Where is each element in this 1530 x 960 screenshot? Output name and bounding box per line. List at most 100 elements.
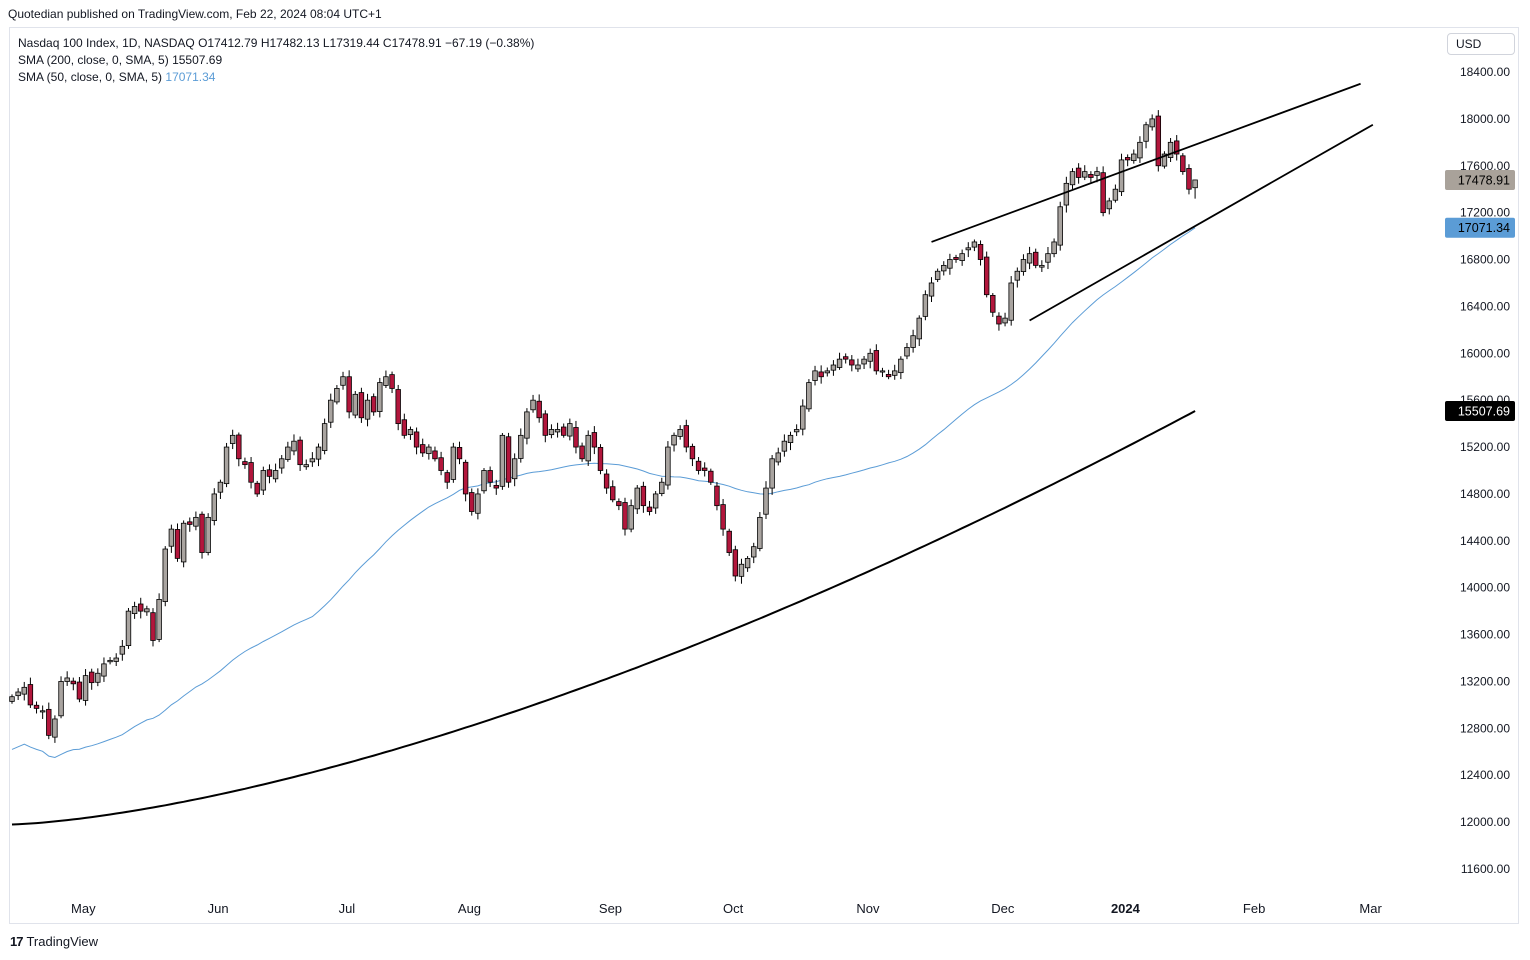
- candle-body: [395, 389, 401, 425]
- y-tick-label: 14000.00: [1460, 581, 1510, 595]
- candle-body: [689, 445, 696, 460]
- candle-body: [162, 548, 168, 602]
- candle-body: [996, 315, 1002, 325]
- x-tick-label: Aug: [458, 901, 481, 916]
- candle-body: [1131, 153, 1137, 162]
- y-tick-label: 16400.00: [1460, 299, 1510, 313]
- candle-body: [579, 445, 585, 460]
- candle-body: [70, 680, 76, 685]
- candle-body: [714, 485, 720, 507]
- candle-body: [1063, 182, 1070, 206]
- candle-body: [1112, 188, 1119, 201]
- x-tick-label: Nov: [856, 901, 880, 916]
- candle-body: [107, 659, 113, 663]
- sma-50-line: [11, 227, 1196, 759]
- candle-body: [101, 663, 107, 677]
- y-tick-label: 15200.00: [1460, 440, 1510, 454]
- candle-body: [652, 493, 659, 509]
- trend-channel[interactable]: [931, 82, 1374, 322]
- candle-body: [646, 506, 653, 512]
- candle-body: [591, 432, 598, 448]
- candle-body: [303, 464, 309, 468]
- price-tags: 17478.91 17071.34 15507.69: [1445, 169, 1515, 421]
- candle-body: [413, 431, 420, 448]
- sma-50-path: [11, 227, 1196, 759]
- candle-body: [873, 350, 880, 372]
- candle-body: [695, 460, 702, 471]
- candle-body: [383, 376, 389, 386]
- candle-body: [781, 440, 788, 452]
- candle-body: [701, 467, 708, 471]
- x-tick-label: Sep: [599, 901, 622, 916]
- candle-body: [205, 516, 211, 553]
- y-tick-label: 16000.00: [1460, 346, 1510, 360]
- candle-body: [610, 486, 616, 501]
- y-tick-label: 14400.00: [1460, 534, 1510, 548]
- legend-sma50-value: 17071.34: [165, 70, 216, 84]
- candle-body: [82, 675, 89, 701]
- candle-body: [971, 241, 978, 248]
- candle-body: [573, 427, 579, 448]
- chart-legend: Nasdaq 100 Index, 1D, NASDAQ O17412.79 H…: [18, 35, 534, 86]
- candle-body: [518, 434, 524, 459]
- candle-body: [861, 358, 867, 365]
- candle-body: [174, 529, 181, 559]
- candle-body: [1039, 264, 1045, 268]
- candle-body: [867, 352, 873, 362]
- candle-body: [76, 681, 83, 700]
- candle-body: [683, 425, 689, 448]
- channel-upper-line[interactable]: [931, 82, 1361, 243]
- candle-body: [830, 364, 837, 371]
- candle-body: [217, 481, 224, 493]
- publisher-line: Quotedian published on TradingView.com, …: [8, 7, 382, 21]
- candle-body: [922, 294, 929, 317]
- candle-body: [787, 434, 794, 444]
- y-tick-label: 17200.00: [1460, 206, 1510, 220]
- currency-button[interactable]: USD: [1447, 33, 1515, 55]
- candle-body: [346, 376, 352, 413]
- candle-body: [1167, 141, 1174, 158]
- candle-body: [671, 434, 677, 446]
- candle-body: [732, 549, 739, 577]
- candle-body: [842, 356, 849, 360]
- candle-body: [15, 691, 21, 697]
- y-tick-label: 12000.00: [1460, 815, 1510, 829]
- candle-body: [1118, 159, 1125, 193]
- y-tick-label: 18000.00: [1460, 112, 1510, 126]
- candle-body: [1051, 241, 1057, 255]
- legend-symbol-row: Nasdaq 100 Index, 1D, NASDAQ O17412.79 H…: [18, 36, 535, 50]
- candle-body: [812, 370, 818, 381]
- candle-body: [370, 396, 377, 413]
- candle-body: [266, 469, 273, 477]
- price-tag-bg: [1445, 217, 1515, 238]
- candle-body: [603, 473, 610, 489]
- candle-body: [1008, 282, 1014, 321]
- x-tick-label: Jun: [208, 901, 229, 916]
- candle-body: [505, 436, 512, 483]
- candle-body: [1124, 157, 1131, 161]
- candle-body: [254, 482, 260, 495]
- candle-body: [487, 470, 493, 483]
- candle-body: [622, 502, 628, 530]
- candle-body: [462, 461, 469, 495]
- candle-body: [432, 450, 438, 460]
- candle-body: [223, 446, 230, 485]
- candle-body: [279, 458, 285, 469]
- candle-body: [58, 681, 64, 717]
- sma-200-line: [11, 410, 1196, 826]
- candle-body: [751, 546, 757, 558]
- candle-body: [1149, 118, 1155, 128]
- y-tick-label: 14800.00: [1460, 487, 1510, 501]
- price-tag-label: 17478.91: [1458, 173, 1510, 187]
- candle-body: [1155, 115, 1162, 167]
- candle-body: [1106, 200, 1112, 210]
- candle-body: [426, 446, 432, 455]
- candle-body: [39, 710, 46, 713]
- tradingview-logo: 17 TradingView: [10, 934, 98, 949]
- candle-body: [1174, 140, 1180, 155]
- candle-body: [947, 259, 953, 269]
- y-axis: 11600.00 12000.00 12400.00 12800.00 13200.00…: [1460, 65, 1510, 876]
- candle-body: [855, 364, 861, 370]
- channel-lower-line[interactable]: [1029, 123, 1374, 322]
